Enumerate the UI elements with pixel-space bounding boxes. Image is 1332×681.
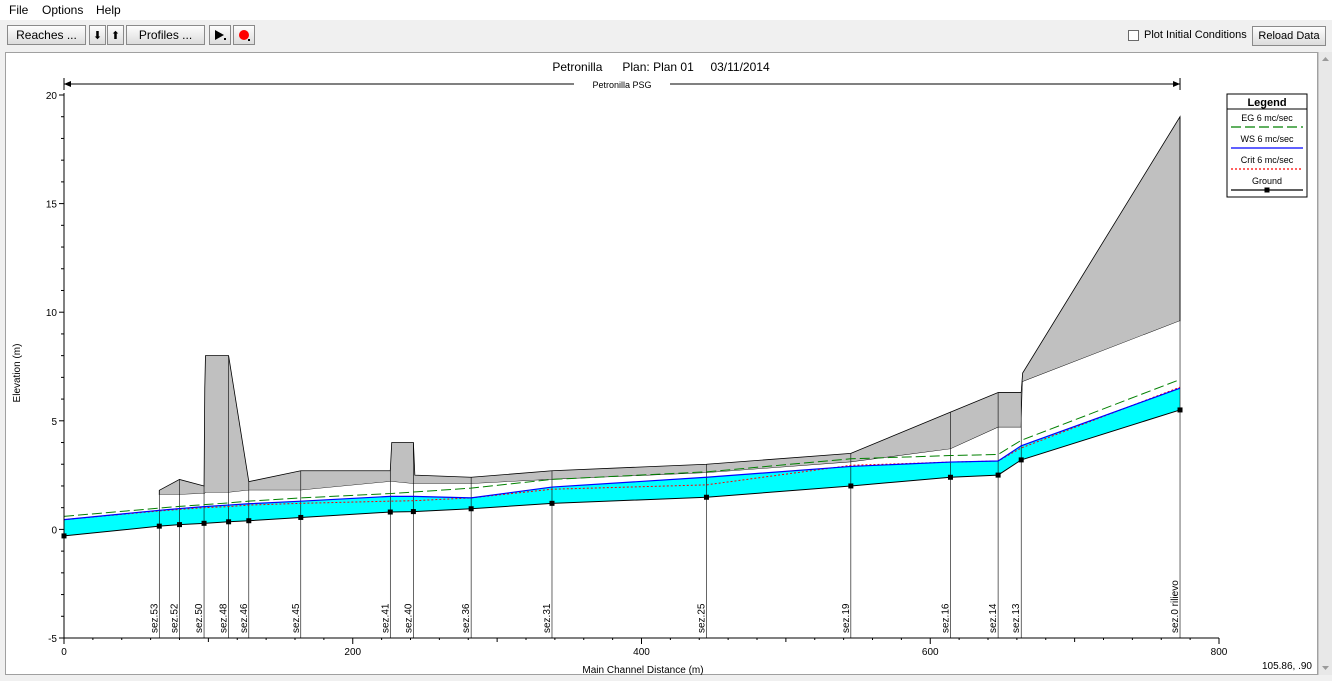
- vertical-scrollbar[interactable]: [1318, 52, 1332, 675]
- x-tick-label: 0: [61, 647, 67, 658]
- menu-help[interactable]: Help: [96, 3, 121, 17]
- reach-label-bg: [574, 77, 671, 90]
- station-label: sez.0 rilievo: [1170, 580, 1181, 633]
- y-tick-label: 20: [46, 91, 58, 102]
- reach-arrow-head-right: [1173, 81, 1181, 87]
- ground-point: [947, 474, 953, 480]
- ground-point: [177, 522, 182, 528]
- reload-data-button[interactable]: Reload Data: [1252, 26, 1326, 46]
- legend-box: [1226, 93, 1308, 198]
- scroll-up-icon: [1322, 57, 1329, 61]
- move-up-button[interactable]: ⬆: [107, 25, 124, 45]
- scroll-down-icon: [1322, 666, 1329, 670]
- station-label: sez.53: [149, 603, 160, 633]
- reach-arrow-head-left: [64, 81, 71, 87]
- station-label: sez.41: [380, 603, 391, 633]
- y-tick-label: 15: [46, 200, 58, 211]
- profiles-button[interactable]: Profiles ...: [126, 25, 205, 45]
- move-down-button[interactable]: ⬇: [89, 25, 106, 45]
- legend-eg-label: EG 6 mc/sec: [1241, 113, 1293, 123]
- coordinate-readout: 105.86, .90: [1262, 661, 1312, 672]
- legend-ground-label: Ground: [1252, 176, 1282, 186]
- ground-point: [201, 520, 207, 526]
- plot-initial-checkbox[interactable]: [1128, 30, 1139, 41]
- chart-title: Petronilla Plan: Plan 01 03/11/2014: [552, 60, 770, 74]
- ws-line: [63, 387, 1181, 521]
- y-tick-label: 0: [51, 525, 57, 536]
- station-label: sez.19: [841, 603, 852, 633]
- station-label: sez.13: [1011, 603, 1022, 633]
- menu-file[interactable]: File: [9, 3, 29, 17]
- legend-title: Legend: [1247, 97, 1286, 109]
- ground-point: [468, 506, 474, 512]
- ground-point: [703, 494, 709, 500]
- ground-point: [848, 483, 854, 489]
- station-label: sez.36: [461, 603, 472, 633]
- y-axis-label: Elevation (m): [12, 344, 23, 403]
- y-tick-label: 5: [51, 417, 57, 428]
- record-button[interactable]: [233, 25, 255, 45]
- ground-point: [1177, 407, 1183, 413]
- y-tick-label: 10: [46, 308, 58, 319]
- record-icon: [239, 30, 250, 41]
- ground-point: [226, 519, 232, 525]
- station-label: sez.45: [291, 603, 302, 633]
- toolbar: Reaches ... ⬇ ⬆ Profiles ...: [0, 21, 1332, 49]
- menu-options[interactable]: Options: [42, 3, 84, 17]
- station-label: sez.25: [696, 603, 707, 633]
- station-label: sez.46: [239, 603, 250, 633]
- station-label: sez.50: [194, 603, 205, 633]
- ground-point: [549, 500, 555, 506]
- play-icon: [215, 30, 226, 40]
- station-label: sez.48: [219, 603, 230, 633]
- x-tick-label: 800: [1211, 647, 1228, 658]
- ground-point: [410, 509, 416, 515]
- ground-point: [387, 509, 393, 515]
- ground-point: [246, 518, 252, 524]
- ground-point: [995, 472, 1001, 478]
- reach-label: Petronilla PSG: [592, 80, 651, 90]
- scroll-arrows: [1322, 57, 1329, 670]
- reaches-button[interactable]: Reaches ...: [7, 25, 86, 45]
- eg-line: [63, 379, 1181, 517]
- legend-ground-marker: [1264, 187, 1270, 193]
- legend-ws-label: WS 6 mc/sec: [1240, 134, 1294, 144]
- x-tick-label: 200: [344, 647, 361, 658]
- station-label: sez.16: [940, 603, 951, 633]
- x-tick-label: 400: [633, 647, 650, 658]
- menu-bar: File Options Help: [0, 0, 1332, 20]
- station-label: sez.14: [988, 603, 999, 633]
- y-tick-label: -5: [48, 634, 57, 645]
- station-label: sez.40: [403, 603, 414, 633]
- x-axis-label: Main Channel Distance (m): [582, 665, 703, 676]
- ground-point: [298, 514, 304, 520]
- station-label: sez.31: [542, 603, 553, 633]
- plot-area: -5 0 5 10 15 20 0 200 400 600 800 Petronilla PSG se…: [5, 52, 1318, 676]
- animate-button[interactable]: [209, 25, 231, 45]
- x-tick-label: 600: [922, 647, 939, 658]
- station-label: sez.52: [170, 603, 181, 633]
- ground-point: [156, 523, 162, 529]
- plot-initial-label: Plot Initial Conditions: [1144, 29, 1247, 41]
- ground-point: [1018, 457, 1024, 463]
- legend-crit-label: Crit 6 mc/sec: [1241, 155, 1294, 165]
